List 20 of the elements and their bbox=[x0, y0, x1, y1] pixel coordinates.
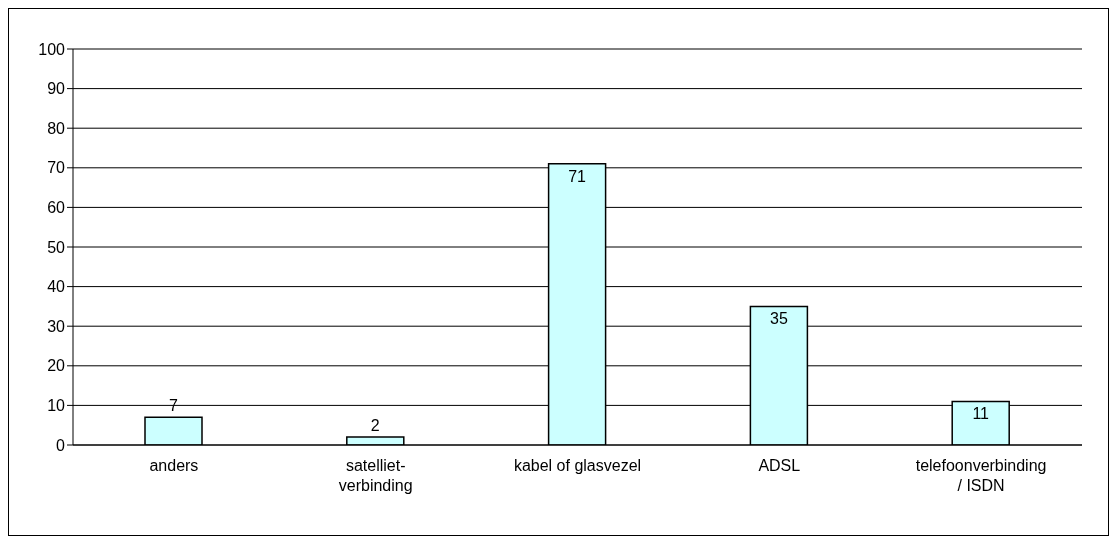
y-tick-label: 100 bbox=[38, 40, 66, 58]
y-tick-label: 90 bbox=[47, 80, 66, 98]
y-tick-label: 80 bbox=[47, 119, 66, 137]
x-tick-label: ADSL bbox=[758, 457, 801, 474]
y-tick-label: 20 bbox=[47, 357, 66, 375]
y-tick-label: 0 bbox=[56, 436, 66, 454]
data-label: 35 bbox=[770, 310, 788, 328]
y-tick-label: 40 bbox=[47, 278, 66, 296]
y-tick-label: 30 bbox=[47, 317, 66, 335]
data-label: 71 bbox=[568, 167, 587, 185]
data-label: 11 bbox=[972, 405, 990, 423]
y-tick-label: 70 bbox=[47, 159, 66, 177]
x-tick-label: kabel of glasvezel bbox=[513, 457, 642, 474]
x-tick-label: satelliet-verbinding bbox=[338, 457, 413, 494]
data-label: 2 bbox=[370, 417, 380, 435]
y-tick-label: 60 bbox=[47, 199, 66, 217]
y-tick-label: 10 bbox=[47, 397, 66, 415]
x-tick-label: telefoonverbinding / ISDN bbox=[915, 457, 1047, 494]
y-tick-label: 50 bbox=[47, 238, 66, 256]
x-tick-label: anders bbox=[149, 457, 199, 474]
